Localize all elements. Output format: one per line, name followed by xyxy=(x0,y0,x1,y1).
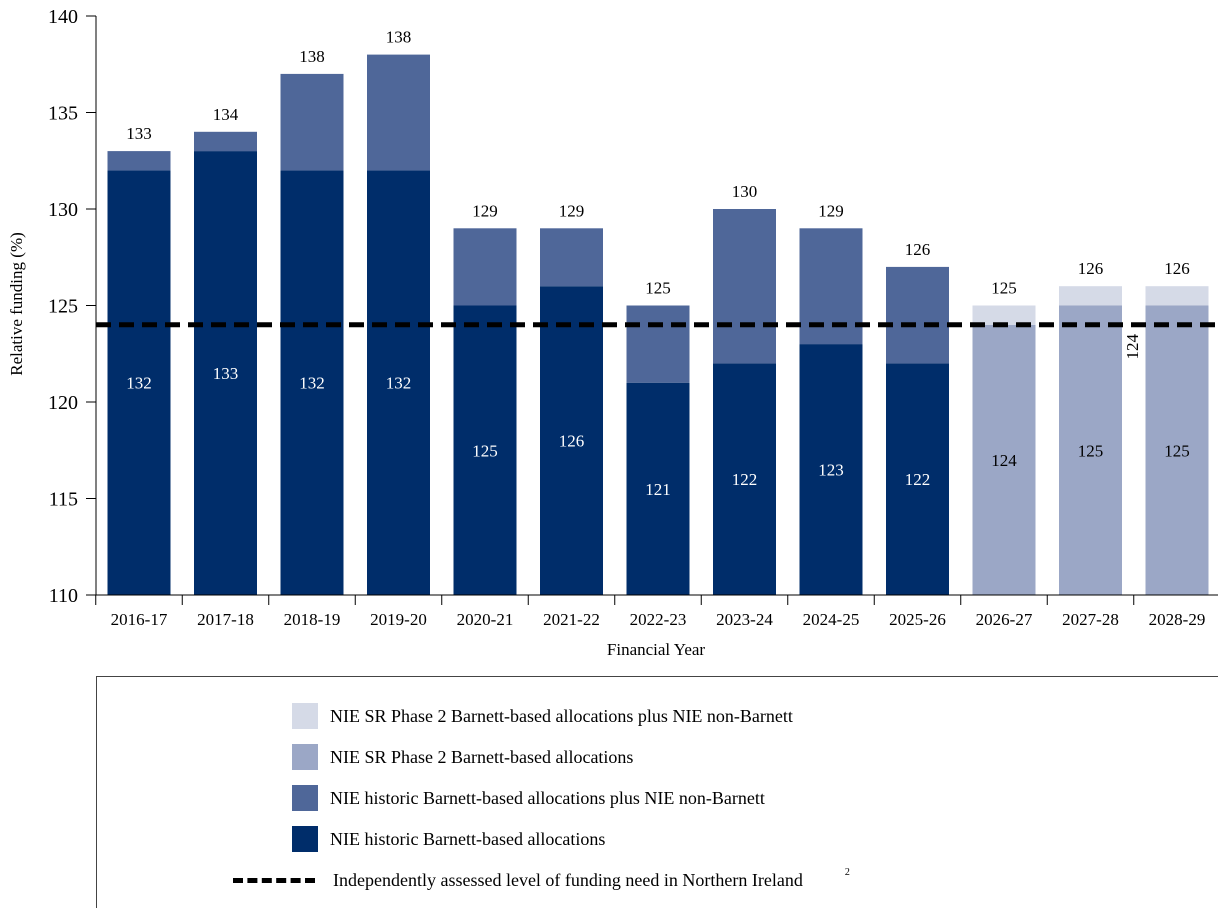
bar-base-2024-25 xyxy=(799,344,863,595)
y-tick-label: 110 xyxy=(49,585,78,607)
bar-base-label: 132 xyxy=(299,374,325,393)
y-tick-label: 130 xyxy=(48,199,78,221)
chart: 124 2016-17 2017-18 2018-19 2019-20 2020-21 2… xyxy=(7,6,1218,659)
y-axis-title: Relative funding (%) xyxy=(7,232,26,376)
footnote-marker: 2 xyxy=(844,866,850,878)
bar-top-2021-22 xyxy=(540,228,603,287)
bar-base-2025-26 xyxy=(886,363,949,595)
bar-total-label: 134 xyxy=(213,105,239,124)
legend-item-historic: NIE historic Barnett-based allocations xyxy=(292,824,605,854)
bar-base-label: 126 xyxy=(559,432,585,451)
x-tick-label: 2017-18 xyxy=(197,610,254,629)
bar-top-2018-19 xyxy=(280,73,344,171)
x-tick-label: 2016-17 xyxy=(111,610,168,629)
y-tick-label: 120 xyxy=(48,392,78,414)
bar-base-2022-23 xyxy=(626,382,690,595)
x-tick-label: 2025-26 xyxy=(889,610,946,629)
labels: 132 133 133 134 132 138 132 138 125 129 126 129 121 1… xyxy=(126,28,1190,499)
legend-item-funding-need: Independently assessed level of funding … xyxy=(233,865,850,895)
bar-total-label: 126 xyxy=(905,240,931,259)
bar-base-label: 124 xyxy=(991,451,1017,470)
bar-base-label: 125 xyxy=(1164,441,1190,460)
x-tick-label: 2026-27 xyxy=(976,610,1033,629)
bar-base-2020-21 xyxy=(453,305,517,595)
legend-item-sr: NIE SR Phase 2 Barnett-based allocations xyxy=(292,742,633,772)
bar-base-2023-24 xyxy=(713,363,776,595)
bar-total-label: 129 xyxy=(559,201,585,220)
reference-line-group: 124 xyxy=(96,322,1218,360)
x-tick-label: 2028-29 xyxy=(1149,610,1206,629)
bar-total-label: 133 xyxy=(126,124,152,143)
bar-top-2020-21 xyxy=(453,228,517,306)
legend-dash-line xyxy=(233,877,315,883)
y-tick-label: 135 xyxy=(48,103,78,125)
legend-label: NIE SR Phase 2 Barnett-based allocations xyxy=(330,746,634,767)
bar-base-2028-29 xyxy=(1145,305,1209,595)
bar-base-2018-19 xyxy=(280,170,344,595)
legend-item-historic-plus-non-barnett: NIE historic Barnett-based allocations p… xyxy=(292,783,765,813)
bar-base-label: 122 xyxy=(732,470,758,489)
x-tick-label: 2023-24 xyxy=(716,610,773,629)
x-tick-label: 2027-28 xyxy=(1062,610,1119,629)
bar-top-2019-20 xyxy=(367,54,430,171)
legend-swatch xyxy=(292,703,318,729)
x-tick-label: 2019-20 xyxy=(370,610,427,629)
bar-base-2016-17 xyxy=(107,170,171,595)
legend-swatch xyxy=(292,744,318,770)
bar-total-label: 130 xyxy=(732,182,758,201)
bar-total-label: 126 xyxy=(1078,259,1104,278)
bar-top-2027-28 xyxy=(1059,286,1122,306)
x-tick-label: 2022-23 xyxy=(630,610,687,629)
bars xyxy=(107,54,1209,595)
reference-line-label: 124 xyxy=(1123,334,1142,360)
bar-top-2024-25 xyxy=(799,228,863,345)
bar-top-2023-24 xyxy=(713,209,776,364)
bar-total-label: 126 xyxy=(1164,259,1190,278)
legend-item-sr-plus-non-barnett: NIE SR Phase 2 Barnett-based allocations… xyxy=(292,701,793,731)
axes: 2016-17 2017-18 2018-19 2019-20 2020-21 2021-… xyxy=(48,6,1218,629)
legend-label: NIE SR Phase 2 Barnett-based allocations… xyxy=(330,705,793,726)
bar-top-2016-17 xyxy=(107,151,171,171)
bar-total-label: 125 xyxy=(645,279,671,298)
bar-base-2017-18 xyxy=(194,151,257,595)
bar-base-2021-22 xyxy=(540,286,603,595)
bar-base-label: 125 xyxy=(472,441,498,460)
bar-base-label: 123 xyxy=(818,461,844,480)
bar-base-label: 121 xyxy=(645,480,671,499)
bar-base-label: 122 xyxy=(905,470,931,489)
bar-top-2017-18 xyxy=(194,131,257,152)
bar-top-2022-23 xyxy=(626,305,690,383)
bar-base-2019-20 xyxy=(367,170,430,595)
x-tick-label: 2018-19 xyxy=(284,610,341,629)
bar-top-2025-26 xyxy=(886,266,949,364)
y-tick-label: 140 xyxy=(48,6,78,28)
bar-top-2028-29 xyxy=(1145,286,1209,306)
legend: NIE SR Phase 2 Barnett-based allocations… xyxy=(96,676,1218,908)
bar-base-label: 125 xyxy=(1078,441,1104,460)
bar-base-2027-28 xyxy=(1059,305,1122,595)
bar-base-label: 133 xyxy=(213,364,239,383)
legend-label: Independently assessed level of funding … xyxy=(333,869,803,890)
bar-top-2026-27 xyxy=(972,305,1036,325)
y-tick-label: 125 xyxy=(48,296,78,318)
legend-label: NIE historic Barnett-based allocations p… xyxy=(330,787,765,808)
x-tick-label: 2020-21 xyxy=(457,610,514,629)
legend-label: NIE historic Barnett-based allocations xyxy=(330,828,606,849)
bar-total-label: 125 xyxy=(991,279,1017,298)
bar-total-label: 138 xyxy=(386,28,412,47)
bar-base-label: 132 xyxy=(126,374,152,393)
x-axis-title: Financial Year xyxy=(607,640,706,659)
y-tick-label: 115 xyxy=(49,489,78,511)
legend-swatch xyxy=(292,826,318,852)
bar-total-label: 129 xyxy=(472,201,498,220)
bar-base-label: 132 xyxy=(386,374,412,393)
bar-total-label: 129 xyxy=(818,201,844,220)
x-tick-label: 2024-25 xyxy=(803,610,860,629)
bar-total-label: 138 xyxy=(299,47,325,66)
x-tick-label: 2021-22 xyxy=(543,610,600,629)
legend-swatch xyxy=(292,785,318,811)
bar-base-2026-27 xyxy=(972,324,1036,595)
